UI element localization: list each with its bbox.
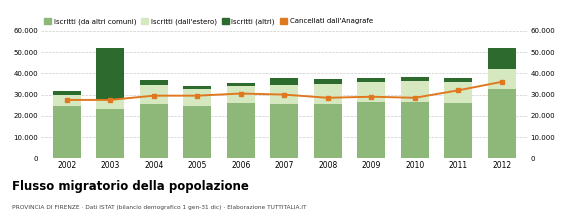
- Bar: [270, 85, 298, 104]
- Bar: [140, 80, 168, 85]
- Bar: [357, 102, 385, 158]
- Bar: [140, 104, 168, 158]
- Bar: [401, 81, 429, 102]
- Bar: [227, 103, 255, 158]
- Bar: [227, 83, 255, 86]
- Bar: [314, 84, 342, 104]
- Bar: [183, 106, 211, 158]
- Bar: [488, 69, 516, 89]
- Bar: [270, 78, 298, 85]
- Bar: [357, 82, 385, 102]
- Bar: [96, 48, 124, 99]
- Legend: Iscritti (da altri comuni), Iscritti (dall'estero), Iscritti (altri), Cancellati: Iscritti (da altri comuni), Iscritti (da…: [44, 18, 373, 25]
- Bar: [357, 78, 385, 82]
- Text: PROVINCIA DI FIRENZE · Dati ISTAT (bilancio demografico 1 gen-31 dic) · Elaboraz: PROVINCIA DI FIRENZE · Dati ISTAT (bilan…: [12, 205, 306, 210]
- Bar: [314, 79, 342, 84]
- Bar: [96, 99, 124, 110]
- Bar: [53, 91, 81, 95]
- Bar: [314, 104, 342, 158]
- Bar: [401, 102, 429, 158]
- Bar: [53, 106, 81, 158]
- Bar: [444, 103, 472, 158]
- Bar: [140, 85, 168, 104]
- Bar: [96, 110, 124, 158]
- Bar: [183, 86, 211, 89]
- Bar: [227, 86, 255, 103]
- Bar: [444, 78, 472, 82]
- Bar: [488, 89, 516, 158]
- Bar: [401, 77, 429, 81]
- Bar: [53, 95, 81, 106]
- Bar: [488, 48, 516, 69]
- Bar: [270, 104, 298, 158]
- Bar: [444, 82, 472, 103]
- Bar: [183, 89, 211, 106]
- Text: Flusso migratorio della popolazione: Flusso migratorio della popolazione: [12, 180, 248, 193]
